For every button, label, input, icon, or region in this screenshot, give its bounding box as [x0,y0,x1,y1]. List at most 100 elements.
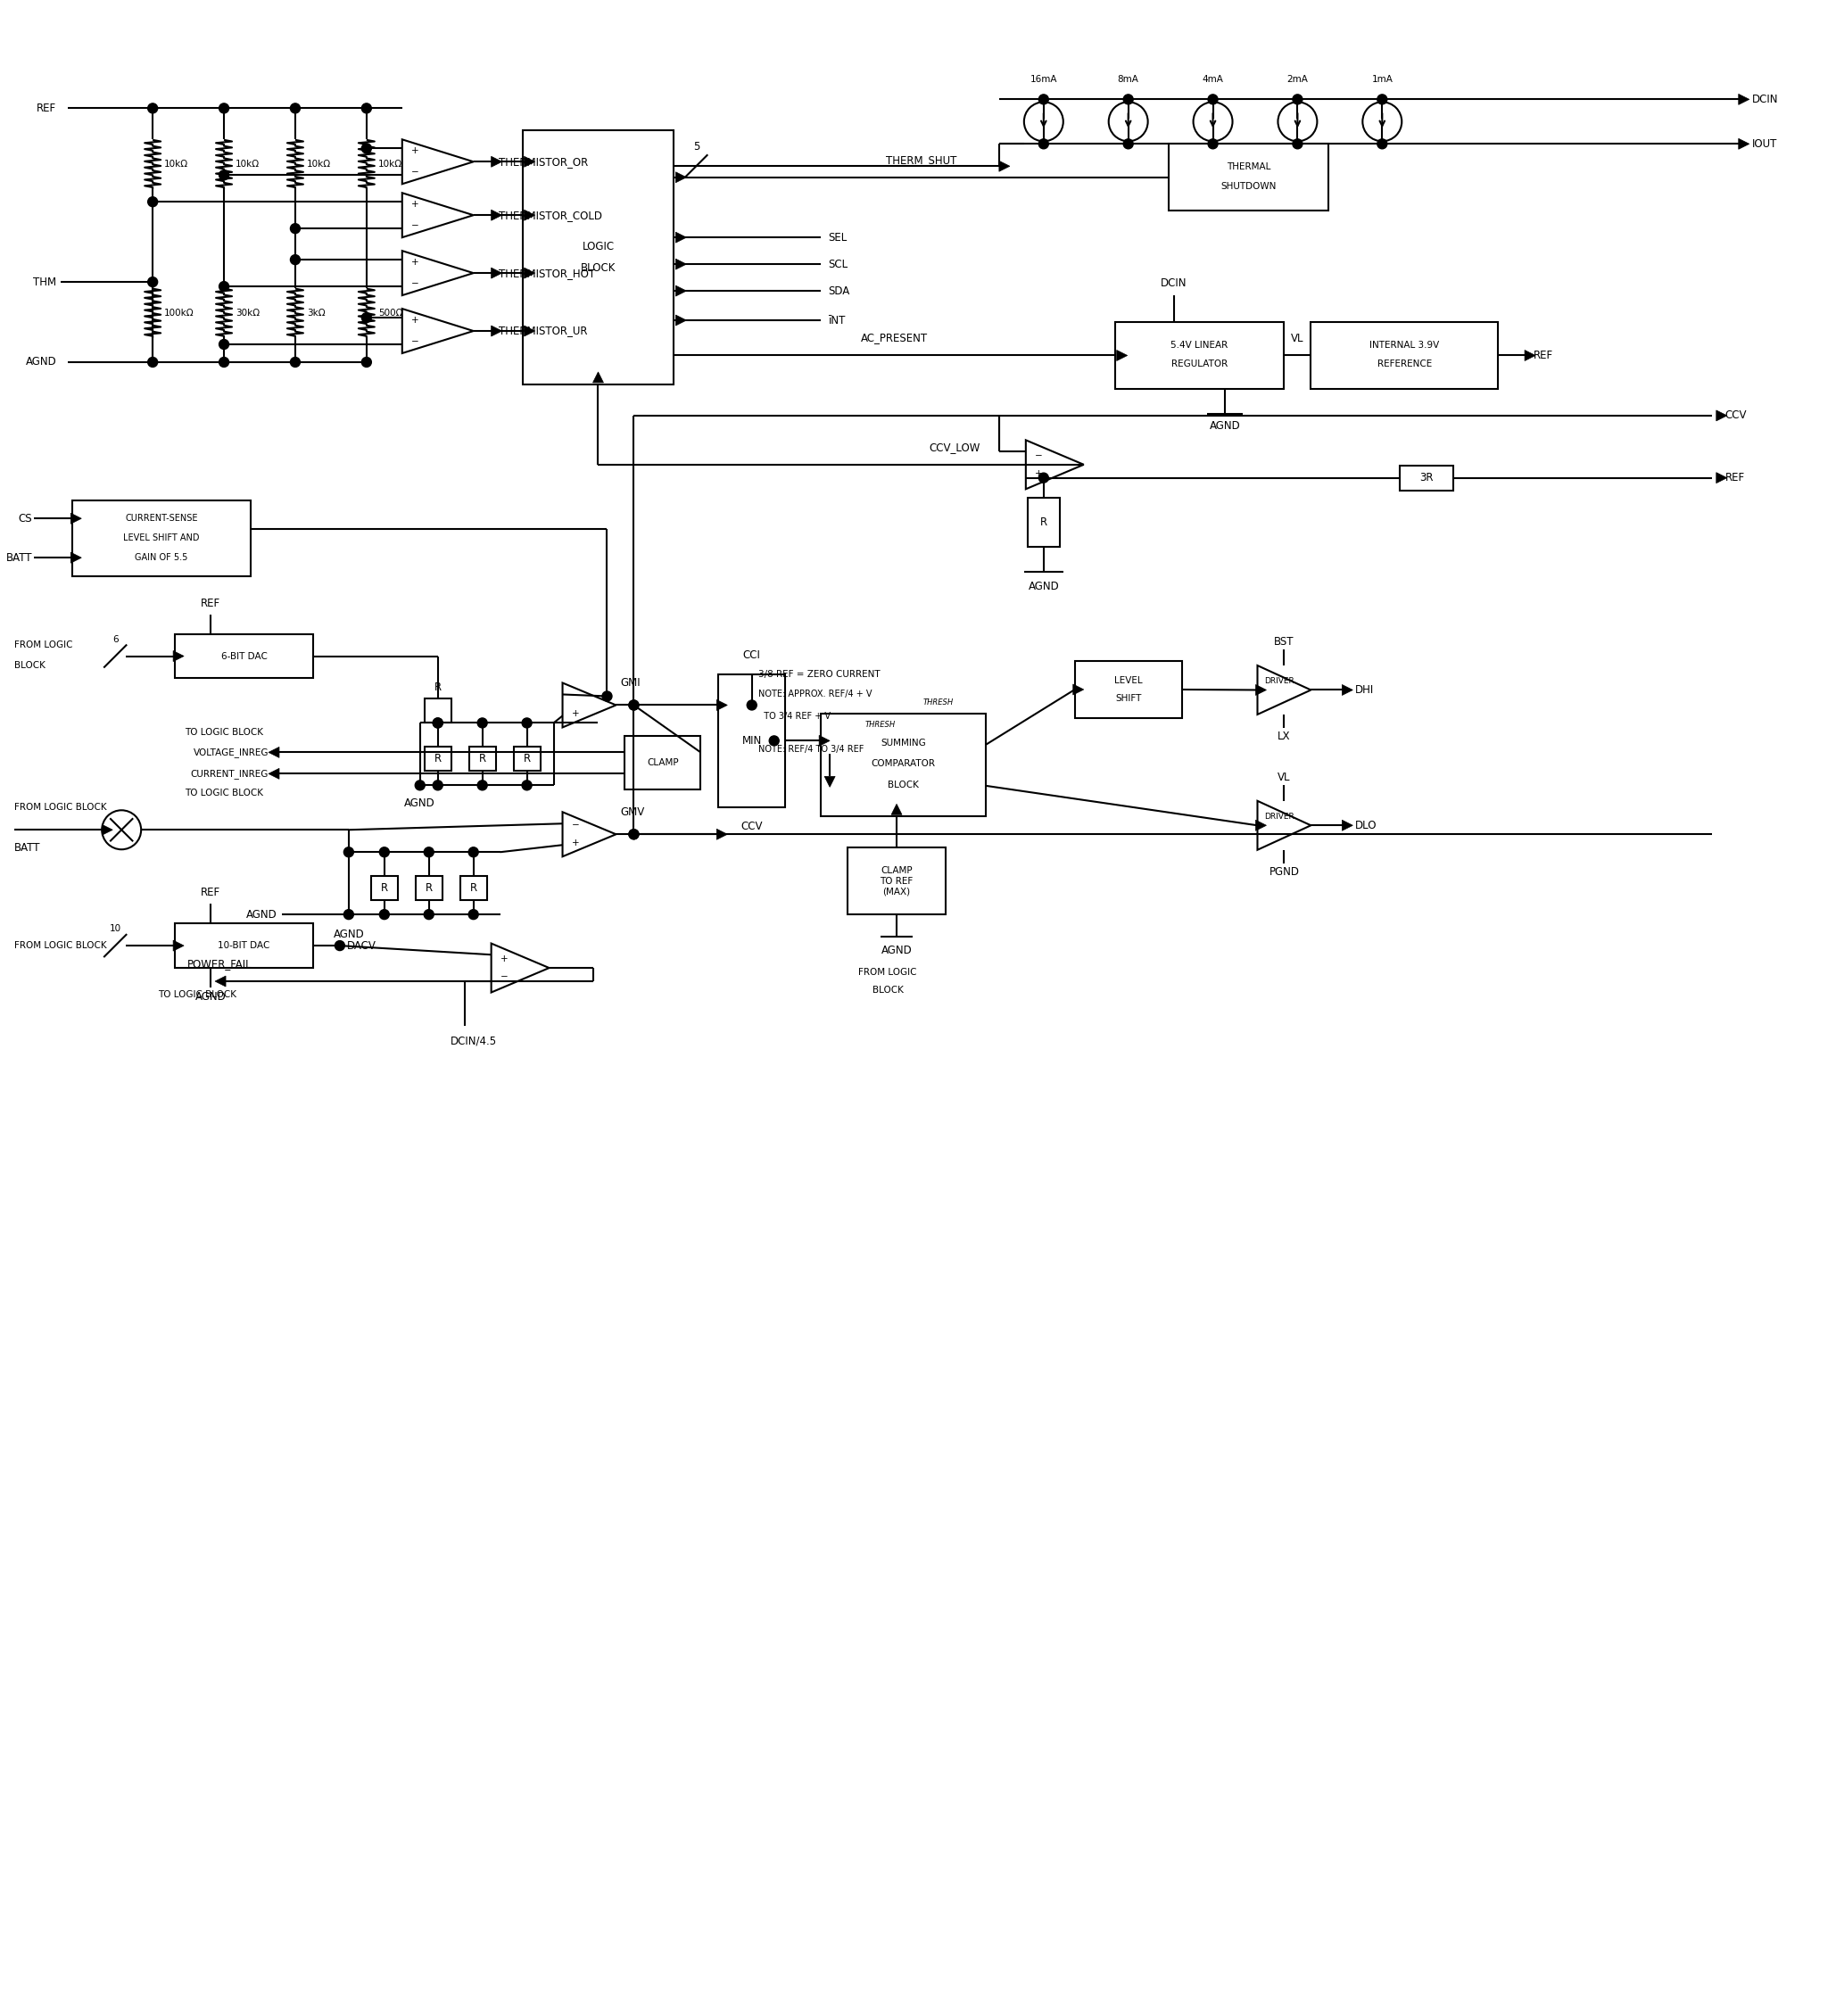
Circle shape [362,357,371,367]
Text: BATT: BATT [15,843,40,853]
Polygon shape [492,268,501,278]
Polygon shape [525,268,534,278]
Text: REGULATOR: REGULATOR [1171,361,1228,369]
Circle shape [1293,139,1302,149]
Text: R: R [1039,516,1047,528]
Circle shape [630,700,639,710]
Text: SEL: SEL [828,232,846,244]
Text: DCIN/4.5: DCIN/4.5 [450,1034,498,1046]
Circle shape [290,103,299,113]
Circle shape [415,780,424,790]
Polygon shape [268,748,279,758]
Text: THERMISTOR_OR: THERMISTOR_OR [498,155,588,167]
Text: BATT: BATT [6,552,33,564]
Bar [523,131,674,385]
Polygon shape [676,314,687,327]
Circle shape [521,780,532,790]
Circle shape [290,254,299,264]
Circle shape [630,829,639,839]
Circle shape [362,143,371,153]
Text: +: + [571,710,578,718]
Circle shape [1039,474,1048,482]
Polygon shape [716,700,727,710]
Circle shape [362,103,371,113]
Text: īNT: īNT [828,314,845,327]
Circle shape [147,198,158,208]
Circle shape [424,909,433,919]
Text: PGND: PGND [1269,867,1300,877]
Polygon shape [525,210,534,220]
Text: AGND: AGND [332,927,364,939]
Circle shape [218,282,230,292]
Text: GMI: GMI [621,677,641,689]
Text: THERMISTOR_HOT: THERMISTOR_HOT [498,268,595,278]
Text: 3kΩ: 3kΩ [307,308,325,319]
Circle shape [218,169,230,179]
Polygon shape [1717,409,1728,421]
Text: VOLTAGE_INREG: VOLTAGE_INREG [193,748,268,758]
Bar [72,500,252,577]
Circle shape [1293,95,1302,105]
Text: R: R [433,681,441,694]
Circle shape [380,847,389,857]
Text: TO LOGIC BLOCK: TO LOGIC BLOCK [185,728,263,738]
Text: LOGIC: LOGIC [582,242,615,252]
Circle shape [477,780,487,790]
Text: +: + [571,839,578,847]
Text: 500Ω: 500Ω [378,308,402,319]
Circle shape [1124,95,1133,105]
Text: 16mA: 16mA [1030,75,1058,85]
Text: R: R [433,752,441,764]
Text: DACV: DACV [347,939,376,952]
Circle shape [362,312,371,323]
Text: TO 3/4 REF + V: TO 3/4 REF + V [758,712,830,722]
Polygon shape [593,371,604,383]
Circle shape [147,357,158,367]
Text: FROM LOGIC: FROM LOGIC [859,968,916,978]
Circle shape [218,103,230,113]
Polygon shape [103,825,112,835]
Polygon shape [999,161,1010,171]
Text: FROM LOGIC BLOCK: FROM LOGIC BLOCK [15,941,106,950]
Bar [1028,498,1059,546]
Polygon shape [1072,683,1083,696]
Bar [174,633,314,679]
Circle shape [147,276,158,286]
Text: −: − [411,222,419,230]
Text: R: R [380,881,387,893]
Polygon shape [492,210,501,220]
Text: 10: 10 [110,923,121,933]
Polygon shape [492,327,501,337]
Text: TO REF: TO REF [879,877,912,885]
Text: +: + [1036,470,1043,478]
Text: −: − [411,167,419,177]
Text: (MAX): (MAX) [883,887,911,897]
Text: GAIN OF 5.5: GAIN OF 5.5 [136,552,187,562]
Text: DLO: DLO [1355,821,1377,831]
Polygon shape [676,258,687,270]
Circle shape [630,700,639,710]
Polygon shape [1739,95,1750,105]
Text: +: + [411,258,419,266]
Polygon shape [1256,685,1267,696]
Text: REF: REF [200,597,220,609]
Polygon shape [72,514,81,524]
Circle shape [747,700,756,710]
Circle shape [380,909,389,919]
Bar [461,877,487,901]
Text: DCIN: DCIN [1752,93,1779,105]
Text: BST: BST [1274,637,1294,647]
Bar [415,877,442,901]
Text: AGND: AGND [1210,421,1241,431]
Text: −: − [571,691,578,702]
Text: FROM LOGIC: FROM LOGIC [15,641,73,649]
Text: 1mA: 1mA [1371,75,1394,85]
Bar [468,748,496,770]
Polygon shape [173,651,184,661]
Text: AGND: AGND [195,990,226,1002]
Text: LEVEL: LEVEL [1114,675,1142,685]
Circle shape [424,847,433,857]
Text: −: − [411,337,419,347]
Text: POWER_FAIL: POWER_FAIL [187,958,252,970]
Text: CCV_LOW: CCV_LOW [929,442,980,454]
